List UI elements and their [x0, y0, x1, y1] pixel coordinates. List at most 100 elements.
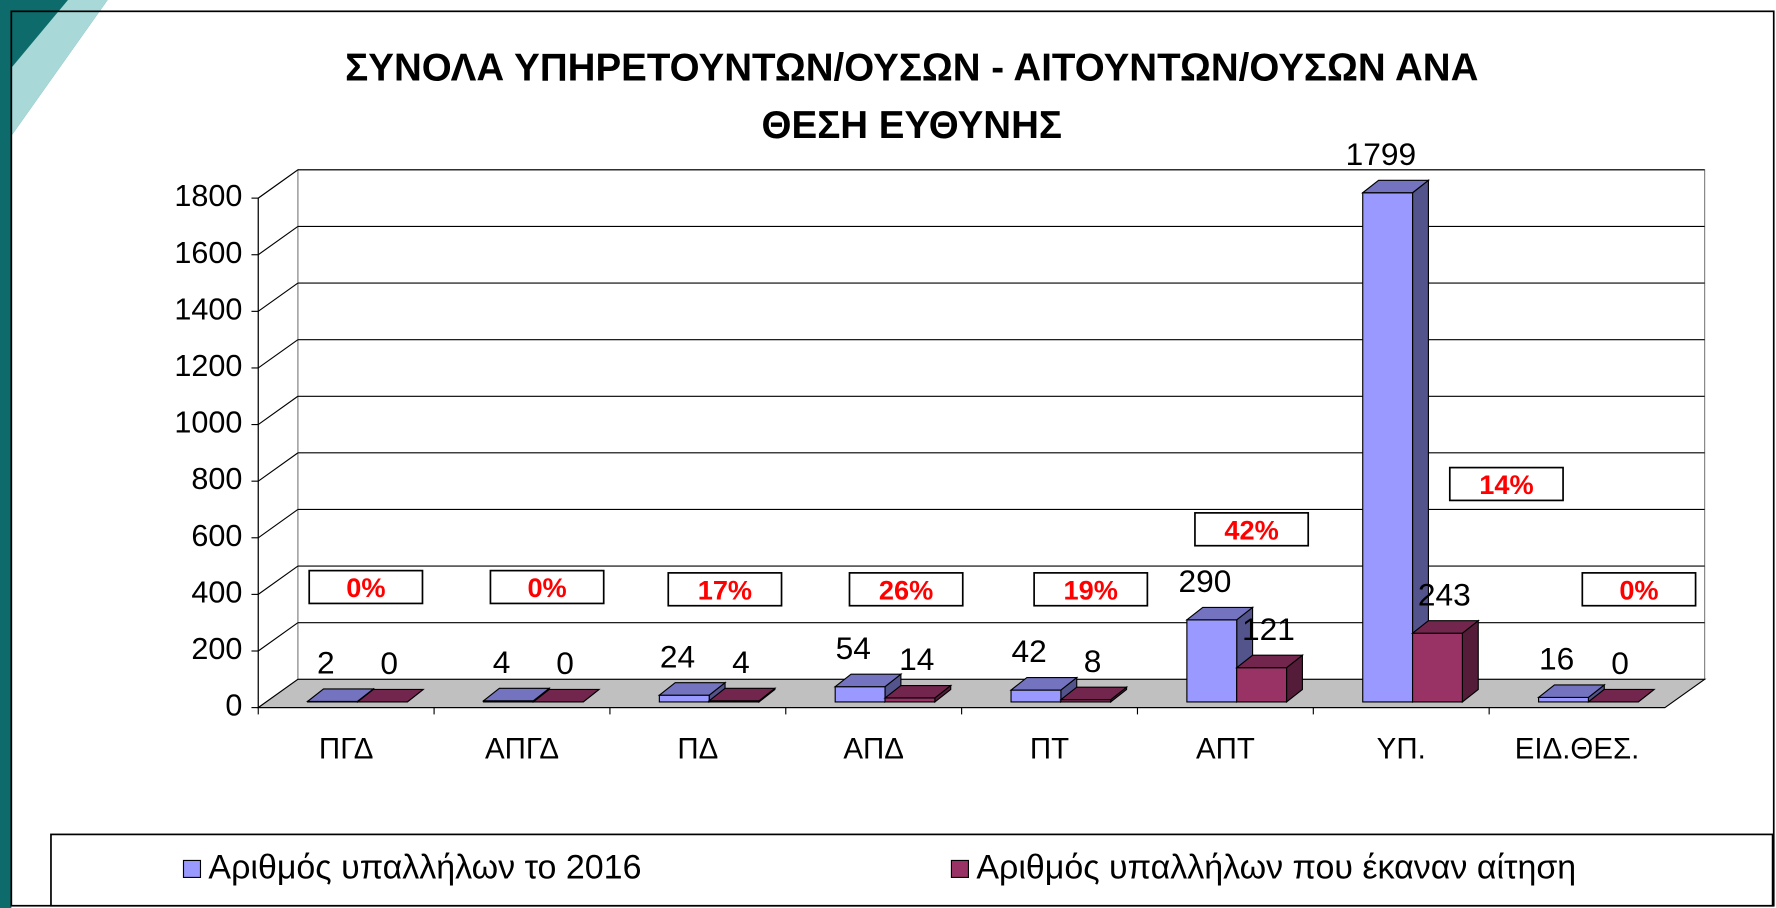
- x-tick-label: ΠΤ: [1030, 732, 1069, 765]
- bar-top: [883, 684, 953, 699]
- annotation-box: [1194, 512, 1310, 547]
- annotation: 26%: [879, 574, 933, 605]
- legend-swatch: [182, 859, 202, 878]
- bar-front: [1362, 192, 1414, 703]
- y-tick-label: 800: [191, 462, 242, 496]
- legend-label: Αριθμός υπαλλήλων το 2016: [208, 848, 641, 886]
- bar-top: [833, 673, 903, 688]
- bar-top: [1185, 606, 1255, 621]
- grid-line: [257, 622, 299, 652]
- data-label: 0: [556, 645, 574, 681]
- legend-swatch: [950, 859, 969, 878]
- data-label: 24: [660, 638, 695, 674]
- data-label: 4: [493, 644, 511, 680]
- grid-line: [257, 565, 299, 595]
- grid-line: [257, 452, 299, 482]
- grid-line: [257, 339, 299, 369]
- data-label: 1799: [1346, 136, 1417, 172]
- bar-front: [1186, 619, 1238, 703]
- bar-top: [657, 682, 727, 696]
- annotation: 0%: [1619, 574, 1658, 605]
- annotation: 19%: [1064, 574, 1118, 605]
- grid-line: [257, 395, 299, 426]
- decoration: [0, 0, 108, 908]
- data-label: 243: [1418, 576, 1471, 612]
- bar-top: [1586, 688, 1656, 703]
- bar-side: [1461, 619, 1479, 704]
- annotation-box: [1581, 572, 1697, 607]
- bar-top: [1410, 620, 1480, 634]
- bar-top: [1059, 686, 1129, 701]
- bar: [707, 687, 777, 704]
- bar: [1536, 683, 1606, 704]
- data-label: 290: [1179, 563, 1232, 599]
- bar: [1586, 688, 1656, 703]
- bar: [1410, 619, 1480, 704]
- annotation: 14%: [1479, 469, 1533, 500]
- annotation: 0%: [346, 572, 385, 603]
- bar-top: [1361, 179, 1431, 194]
- bar-front: [1236, 667, 1288, 703]
- y-tick-label: 400: [191, 575, 242, 609]
- x-tick-label: ΑΠΔ: [843, 732, 904, 765]
- grid-line: [257, 509, 299, 539]
- annotation-box: [667, 572, 783, 607]
- bar: [1235, 654, 1305, 704]
- chart-title: ΘΕΣΗ ΕΥΘΥΝΗΣ: [762, 104, 1062, 147]
- x-tick-label: ΠΓΔ: [319, 732, 373, 765]
- bar-top: [1235, 654, 1305, 669]
- annotation: 42%: [1224, 514, 1278, 545]
- bar-top: [707, 687, 777, 702]
- bar-front: [834, 686, 886, 703]
- bar-front: [1538, 696, 1589, 703]
- annotation-box: [308, 569, 424, 605]
- bar-front: [658, 694, 710, 703]
- bar-top: [1009, 677, 1079, 691]
- bar-top: [1536, 684, 1606, 698]
- chart-title: ΣΥΝΟΛΑ ΥΠΗΡΕΤΟΥΝΤΩΝ/ΟΥΣΩΝ - ΑΙΤΟΥΝΤΩΝ/ΟΥ…: [345, 46, 1478, 89]
- floor: [256, 678, 1707, 709]
- data-label: 8: [1084, 643, 1102, 679]
- y-tick-label: 600: [191, 519, 242, 553]
- bar: [833, 673, 903, 704]
- legend-label: Αριθμός υπαλλήλων που έκαναν αίτηση: [976, 848, 1576, 886]
- annotation-box: [1448, 466, 1564, 502]
- annotation-box: [489, 569, 605, 605]
- x-tick-label: ΑΠΓΔ: [485, 732, 559, 765]
- bar: [883, 684, 953, 704]
- x-tick-label: ΕΙΔ.ΘΕΣ.: [1515, 732, 1640, 765]
- bar: [531, 688, 601, 703]
- data-label: 121: [1242, 611, 1295, 647]
- annotation-box: [848, 572, 964, 607]
- y-tick-label: 1200: [174, 349, 242, 383]
- y-tick-label: 1600: [174, 236, 242, 270]
- bar-top: [531, 688, 601, 703]
- data-label: 4: [732, 644, 750, 680]
- x-tick-label: ΠΔ: [677, 732, 718, 765]
- bar: [355, 688, 425, 703]
- data-label: 54: [836, 630, 871, 666]
- bar: [1059, 686, 1129, 704]
- bar-top: [481, 687, 551, 702]
- annotation: 17%: [698, 574, 752, 605]
- grid-line: [257, 169, 299, 199]
- y-tick-label: 0: [225, 689, 242, 723]
- grid-line: [257, 225, 299, 256]
- data-label: 2: [317, 645, 335, 681]
- bar-front: [1411, 632, 1463, 703]
- bar-front: [1010, 689, 1062, 703]
- decoration: [11, 0, 108, 136]
- data-label: 42: [1012, 633, 1047, 669]
- bar: [1361, 179, 1431, 704]
- y-tick-label: 1800: [174, 179, 242, 213]
- data-label: 0: [1611, 645, 1629, 681]
- y-tick-label: 1000: [174, 406, 242, 440]
- legend-box: [50, 833, 1774, 907]
- x-tick-label: ΑΠΤ: [1196, 732, 1255, 765]
- bar-top: [355, 688, 425, 703]
- data-label: 0: [380, 645, 398, 681]
- data-label: 14: [899, 641, 934, 677]
- annotation-box: [1033, 572, 1149, 607]
